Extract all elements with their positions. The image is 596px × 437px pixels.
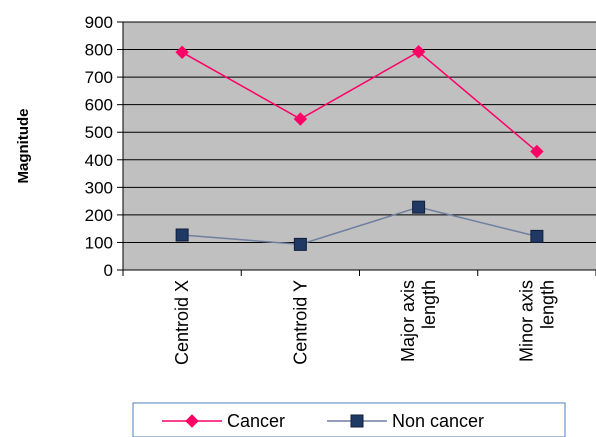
- legend: Cancer Non cancer: [132, 402, 566, 437]
- legend-marker: [350, 414, 364, 428]
- y-axis-tick-labels: 0 100 200 300 400 500 600 700 800 900: [85, 13, 113, 280]
- x-tick-label: Centroid X: [172, 280, 192, 365]
- legend-box: [132, 402, 566, 437]
- data-point: [175, 228, 189, 242]
- series-line: [182, 206, 538, 246]
- y-tick-label: 900: [85, 13, 113, 32]
- series-cancer: [175, 45, 544, 159]
- data-point: [412, 200, 426, 214]
- data-point: [293, 237, 307, 251]
- data-point: [530, 229, 544, 243]
- axes: [117, 21, 596, 276]
- data-point: [411, 45, 426, 59]
- y-tick-label: 500: [85, 123, 113, 142]
- legend-label: Cancer: [227, 411, 285, 431]
- y-tick-label: 200: [85, 206, 113, 225]
- y-tick-label: 0: [104, 261, 113, 280]
- x-tick-label: length: [537, 280, 557, 329]
- y-tick-label: 100: [85, 233, 113, 252]
- series-layer: [175, 45, 544, 251]
- y-tick-label: 600: [85, 96, 113, 115]
- x-tick-label: Centroid Y: [290, 280, 310, 365]
- legend-marker: [185, 414, 199, 428]
- data-point: [293, 112, 308, 126]
- series-non-cancer: [175, 200, 544, 251]
- y-tick-label: 700: [85, 68, 113, 87]
- legend-label: Non cancer: [392, 411, 484, 431]
- x-tick-label: length: [419, 280, 439, 329]
- data-point: [175, 45, 189, 60]
- y-tick-label: 300: [85, 178, 113, 197]
- y-tick-label: 800: [85, 41, 113, 60]
- data-point: [530, 144, 544, 159]
- y-axis-label: Magnitude: [15, 109, 32, 184]
- x-tick-label: Major axis: [398, 280, 418, 362]
- gridlines: [123, 21, 596, 271]
- y-tick-label: 400: [85, 151, 113, 170]
- x-tick-label: Minor axis: [516, 280, 536, 362]
- x-axis-tick-labels: Centroid X Centroid Y Major axis length Mino…: [172, 280, 557, 365]
- series-line: [181, 50, 538, 153]
